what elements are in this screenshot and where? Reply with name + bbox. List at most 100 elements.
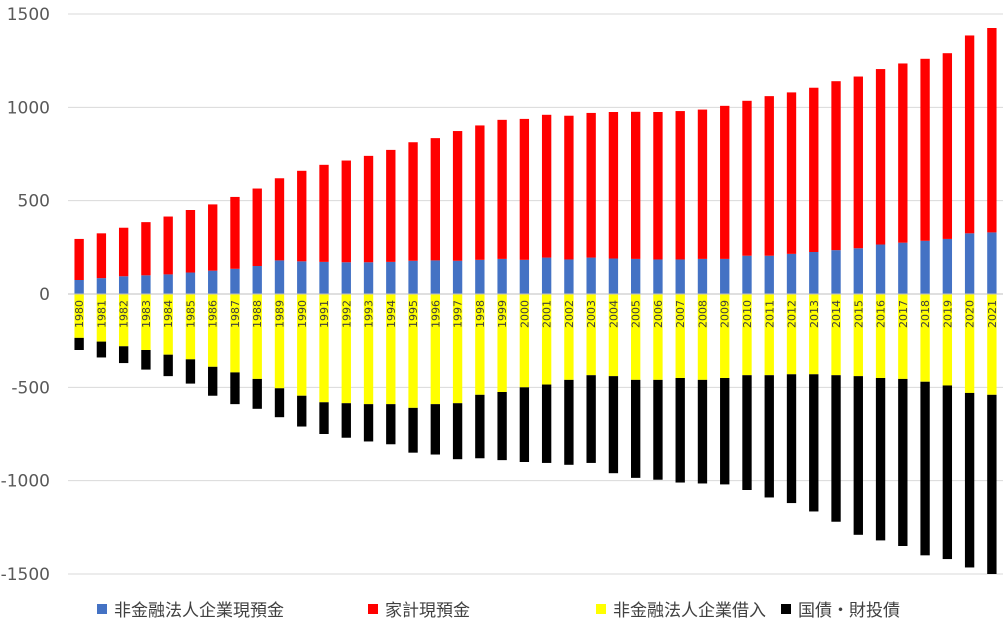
bar-corporate-loans xyxy=(497,294,507,392)
x-category-label: 1998 xyxy=(474,300,487,328)
bar-household-cash xyxy=(74,238,84,280)
x-category-label: 1994 xyxy=(385,300,398,328)
bar-corporate-loans xyxy=(230,294,240,373)
x-category-label: 2015 xyxy=(852,300,865,328)
bars xyxy=(74,28,997,574)
bar-household-cash xyxy=(341,160,351,263)
bar-corporate-loans xyxy=(697,294,708,380)
bar-corporate-loans xyxy=(319,294,329,403)
bar-corporate-loans xyxy=(141,294,151,350)
bar-household-cash xyxy=(586,112,596,258)
bar-corporate-cash xyxy=(297,261,307,294)
bar-corporate-loans xyxy=(475,294,485,395)
bar-corporate-loans xyxy=(163,294,173,355)
y-tick-label: -1000 xyxy=(1,472,50,492)
bar-household-cash xyxy=(853,76,863,249)
y-axis-tick-labels: -1500 -1000 -500 0 500 1000 1500 xyxy=(1,5,50,585)
legend: 非金融法人企業現預金 家計現預金 非金融法人企業借入 国債・財投債 xyxy=(97,601,900,621)
bar-corporate-cash xyxy=(208,270,218,294)
bar-household-cash xyxy=(185,210,196,273)
bar-government-bonds xyxy=(386,404,396,445)
bar-government-bonds xyxy=(163,354,173,377)
bar-corporate-cash xyxy=(475,259,485,294)
bar-corporate-loans xyxy=(252,294,262,379)
bar-government-bonds xyxy=(608,376,619,474)
x-category-label: 2000 xyxy=(518,300,531,328)
bar-corporate-loans xyxy=(608,294,619,377)
bar-household-cash xyxy=(118,227,129,277)
bar-corporate-cash xyxy=(697,258,708,294)
x-category-label: 2009 xyxy=(719,300,732,328)
bar-government-bonds xyxy=(274,388,285,418)
bar-corporate-cash xyxy=(631,258,641,294)
x-category-label: 2004 xyxy=(607,300,620,328)
bar-government-bonds xyxy=(74,337,84,350)
gridlines xyxy=(68,13,1003,575)
bar-corporate-loans xyxy=(898,294,908,379)
bar-corporate-loans xyxy=(118,294,129,347)
bar-government-bonds xyxy=(185,359,196,384)
legend-label: 非金融法人企業借入 xyxy=(613,601,766,621)
bar-household-cash xyxy=(675,111,685,260)
bar-corporate-loans xyxy=(208,294,218,367)
bar-corporate-loans xyxy=(408,294,418,408)
bar-household-cash xyxy=(163,216,173,275)
bar-household-cash xyxy=(697,109,708,259)
bar-corporate-loans xyxy=(631,294,641,380)
bar-corporate-cash xyxy=(898,242,908,294)
x-category-label: 1980 xyxy=(73,300,86,328)
bar-household-cash xyxy=(430,138,440,261)
bar-corporate-cash xyxy=(274,260,285,294)
x-category-label: 1997 xyxy=(452,300,465,328)
bar-government-bonds xyxy=(141,350,151,370)
bar-government-bonds xyxy=(363,404,374,442)
x-category-label: 2007 xyxy=(674,300,687,328)
bar-corporate-loans xyxy=(809,294,819,375)
bar-government-bonds xyxy=(519,387,530,462)
x-category-label: 1989 xyxy=(273,300,286,328)
bar-household-cash xyxy=(987,28,997,233)
x-category-label: 2014 xyxy=(830,300,843,328)
bar-corporate-loans xyxy=(786,294,797,375)
bar-corporate-loans xyxy=(742,294,752,376)
bar-corporate-cash xyxy=(408,260,418,294)
bar-government-bonds xyxy=(853,376,863,535)
bar-corporate-cash xyxy=(497,258,507,294)
bar-government-bonds xyxy=(675,378,685,483)
bar-household-cash xyxy=(386,149,396,262)
x-category-label: 2012 xyxy=(786,300,799,328)
y-tick-label: 1500 xyxy=(7,5,50,25)
bar-government-bonds xyxy=(564,379,574,465)
bar-corporate-cash xyxy=(141,275,151,294)
bar-household-cash xyxy=(920,58,930,241)
x-category-label: 2005 xyxy=(630,300,643,328)
bar-corporate-cash xyxy=(720,258,730,294)
x-category-label: 1986 xyxy=(207,300,220,328)
x-category-label: 2021 xyxy=(986,300,999,328)
y-tick-label: -500 xyxy=(11,378,50,398)
x-category-label: 1982 xyxy=(118,300,131,328)
x-category-label: 2003 xyxy=(585,300,598,328)
x-category-label: 1988 xyxy=(251,300,264,328)
bar-corporate-loans xyxy=(875,294,886,378)
bar-government-bonds xyxy=(341,403,351,438)
bar-corporate-cash xyxy=(386,261,396,294)
category-labels: 1980 1981 1982 1983 1984 1985 1986 1987 1988 1989… xyxy=(73,300,999,328)
bar-corporate-cash xyxy=(786,253,797,294)
bar-corporate-loans xyxy=(541,294,552,385)
bar-government-bonds xyxy=(653,379,663,480)
bar-household-cash xyxy=(764,96,774,256)
bar-household-cash xyxy=(809,87,819,252)
bar-corporate-loans xyxy=(519,294,530,388)
bar-household-cash xyxy=(230,196,240,269)
bar-government-bonds xyxy=(230,372,240,405)
bar-household-cash xyxy=(653,112,663,260)
bar-government-bonds xyxy=(497,392,507,461)
bar-government-bonds xyxy=(452,403,463,460)
bar-household-cash xyxy=(631,111,641,259)
x-category-label: 1991 xyxy=(318,300,331,328)
x-category-label: 2018 xyxy=(919,300,932,328)
x-category-label: 1983 xyxy=(140,300,153,328)
bar-corporate-loans xyxy=(853,294,863,377)
bar-corporate-cash xyxy=(920,240,930,294)
